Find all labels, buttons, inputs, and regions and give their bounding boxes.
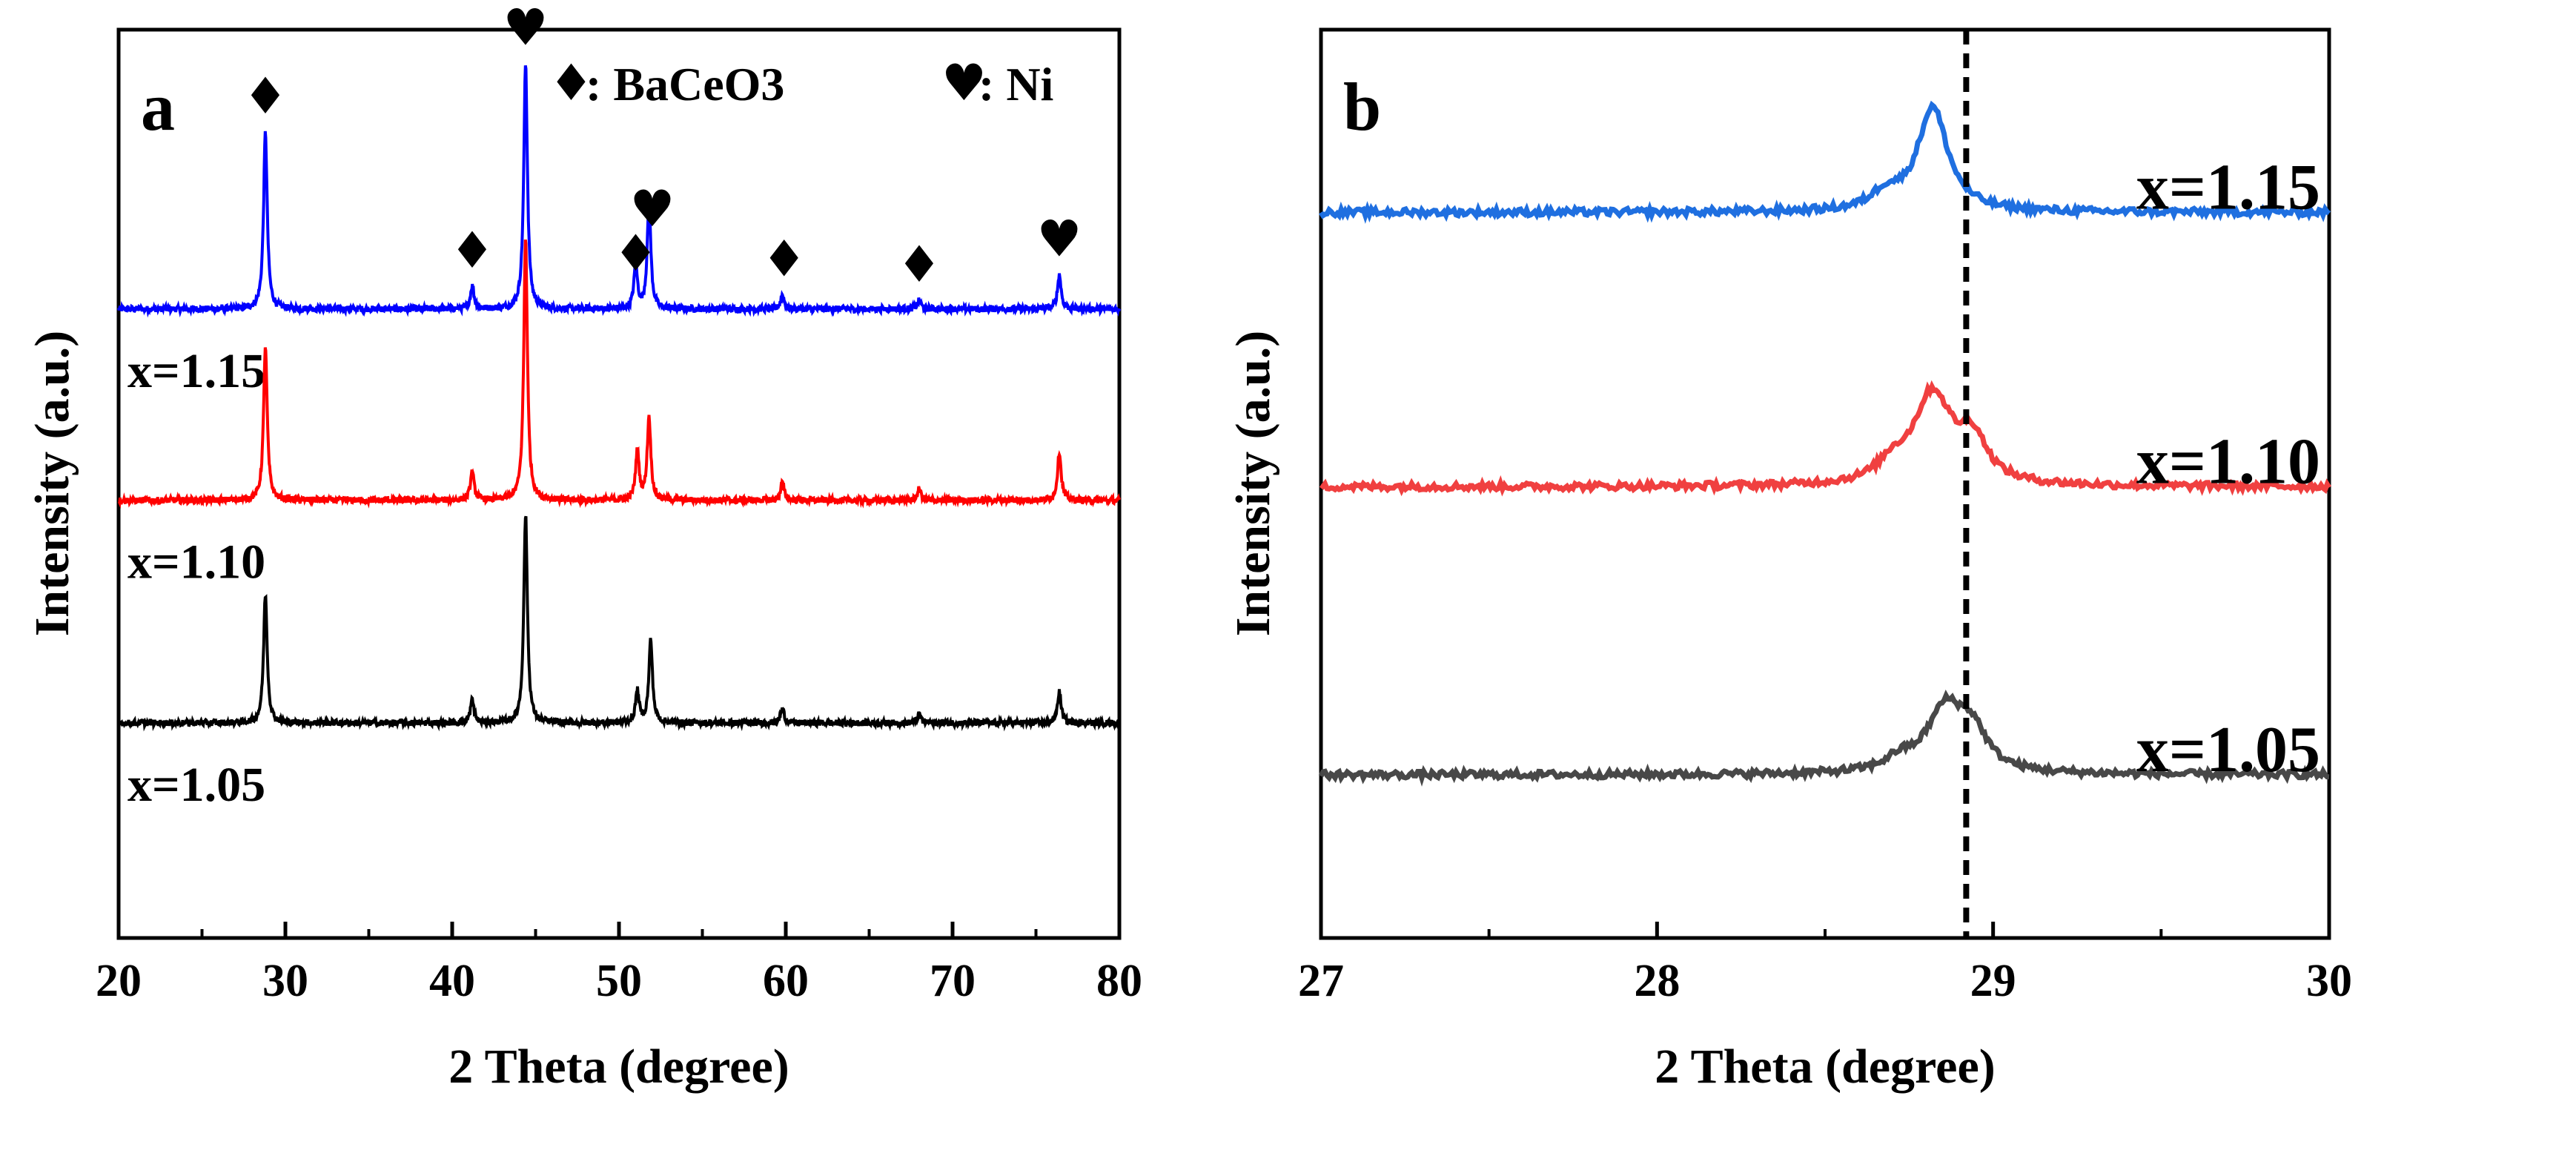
series-line-x=1.10	[1319, 380, 2331, 497]
x-tick-label: 28	[1634, 956, 1680, 1006]
x-tick-label: 40	[429, 956, 475, 1006]
panel-a-x-ticks: 20 30 40 50 60 70 80	[96, 922, 1142, 1006]
series-label: x=1.10	[128, 535, 265, 589]
panel-a-series: x=1.15 x=1.10 x=1.05	[117, 65, 1121, 812]
series-label: x=1.05	[128, 758, 265, 812]
panel-a-markers: ♦♥♦ ♦♥♦ ♦ ♥	[243, 0, 1082, 294]
panel-b-x-ticks: 27 28 29 30	[1298, 922, 2352, 1006]
ni-peak-marker: ♥	[1037, 211, 1082, 269]
x-tick-label: 50	[596, 956, 642, 1006]
baceo3-peak-marker: ♦	[897, 236, 942, 294]
x-tick-label: 70	[930, 956, 976, 1006]
baceo3-peak-marker: ♦	[613, 225, 658, 283]
panel-b-x-axis-label: 2 Theta (degree)	[1655, 1040, 1995, 1094]
panel-a-x-axis-label: 2 Theta (degree)	[448, 1040, 789, 1094]
x-tick-label: 27	[1298, 956, 1344, 1006]
baceo3-peak-marker: ♦	[450, 222, 495, 280]
series-label: x=1.05	[2136, 714, 2320, 786]
panel-b: 27 28 29 30 x=1.15 x=1.10 x=1.05 b 2 Theta (d…	[1226, 27, 2352, 1094]
x-tick-label: 29	[1970, 956, 2016, 1006]
x-tick-label: 60	[763, 956, 809, 1006]
series-line-x=1.15	[117, 65, 1121, 318]
panel-a: 20 30 40 50 60 70 80 x=1.15x=1.10x=1.05 ♦♥♦ ♦♥♦…	[25, 0, 1142, 1094]
series-line-x=1.05	[1318, 689, 2330, 787]
x-tick-label: 30	[2306, 956, 2352, 1006]
series-line-x=1.05	[117, 515, 1121, 732]
ni-peak-marker: ♥	[630, 180, 675, 239]
panel-b-label: b	[1343, 69, 1381, 145]
panel-a-legend-symbol-1: ♦	[549, 54, 594, 113]
x-tick-label: 20	[96, 956, 142, 1006]
series-line-x=1.10	[117, 239, 1121, 509]
panel-a-legend-text-1: : BaCeO3	[586, 58, 784, 110]
baceo3-peak-marker: ♦	[243, 67, 288, 126]
ni-peak-marker: ♥	[503, 0, 549, 58]
series-label: x=1.15	[2136, 152, 2320, 224]
panel-b-series: x=1.15 x=1.10 x=1.05	[1318, 100, 2331, 787]
panel-a-y-axis-label: Intensity (a.u.)	[25, 331, 79, 637]
panel-a-legend-symbol-2: ♥	[941, 54, 987, 113]
baceo3-peak-marker: ♦	[761, 231, 807, 289]
panel-a-legend-text-2: : Ni	[979, 58, 1053, 110]
x-tick-label: 30	[262, 956, 308, 1006]
x-tick-label: 80	[1096, 956, 1142, 1006]
panel-a-label: a	[141, 69, 175, 145]
panel-b-y-axis-label: Intensity (a.u.)	[1226, 331, 1280, 637]
series-label: x=1.15	[128, 344, 265, 398]
panel-a-frame	[116, 27, 1122, 940]
series-label: x=1.10	[2136, 426, 2320, 498]
series-line-x=1.15	[1319, 100, 2331, 224]
